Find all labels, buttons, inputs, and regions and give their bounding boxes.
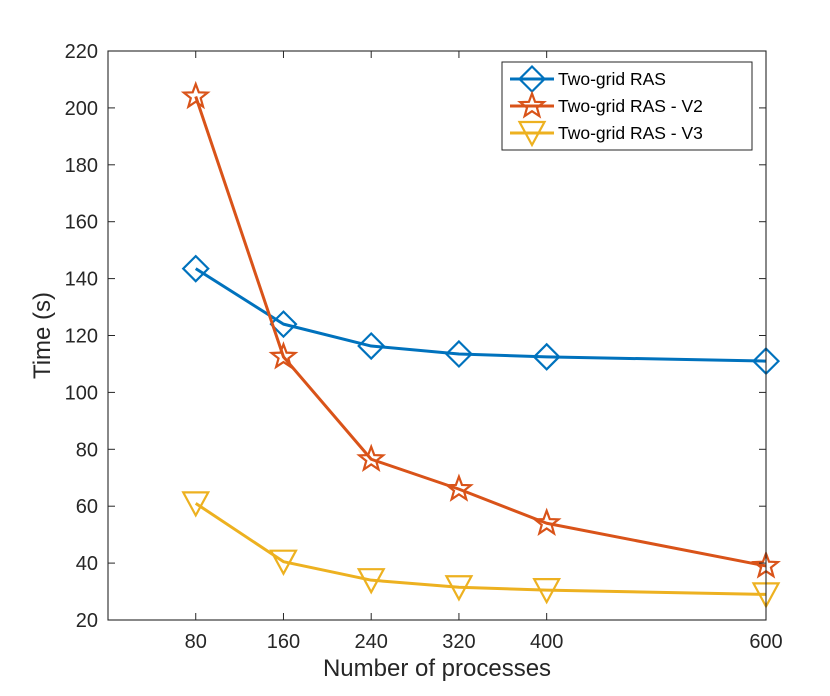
x-tick-label: 160 bbox=[267, 631, 300, 653]
data-point bbox=[269, 549, 298, 576]
y-tick-label: 100 bbox=[65, 382, 98, 404]
y-tick-label: 80 bbox=[76, 439, 98, 461]
x-axis-label: Number of processes bbox=[323, 655, 551, 682]
data-point bbox=[181, 254, 210, 283]
x-tick-label: 400 bbox=[530, 631, 563, 653]
y-tick-label: 200 bbox=[65, 98, 98, 120]
legend-label: Two-grid RAS - V3 bbox=[558, 123, 703, 143]
data-point bbox=[356, 568, 386, 595]
data-point bbox=[269, 310, 298, 339]
data-point bbox=[357, 331, 386, 361]
legend-item: Two-grid RAS - V3 bbox=[510, 120, 703, 148]
legend-marker bbox=[517, 120, 547, 148]
axes bbox=[107, 50, 767, 621]
legend-label: Two-grid RAS bbox=[558, 69, 666, 89]
data-point bbox=[444, 575, 474, 602]
x-tick-label: 600 bbox=[749, 631, 782, 653]
y-tick-label: 140 bbox=[65, 269, 98, 291]
y-tick-label: 220 bbox=[65, 41, 98, 63]
data-point bbox=[444, 339, 473, 369]
data-point bbox=[531, 507, 562, 536]
series-line bbox=[194, 96, 767, 568]
x-tick-label: 320 bbox=[442, 631, 475, 653]
data-point bbox=[180, 80, 211, 110]
legend: Two-grid RAS Two-grid RAS - V2 Two-grid RA… bbox=[501, 61, 753, 151]
data-point bbox=[356, 443, 387, 472]
y-tick-label: 20 bbox=[76, 610, 98, 632]
series-line bbox=[194, 502, 767, 596]
x-tick-label: 80 bbox=[185, 631, 207, 653]
data-point bbox=[532, 578, 562, 605]
y-tick-label: 40 bbox=[76, 553, 98, 575]
y-tick-label: 180 bbox=[65, 155, 98, 177]
legend-marker bbox=[517, 90, 547, 119]
tick-labels: 20 40 60 80 100 120 140 160 180 200 220 80 160 240 320… bbox=[65, 41, 783, 653]
data-point bbox=[532, 342, 561, 371]
series-layer bbox=[180, 80, 781, 609]
x-tick-label: 240 bbox=[355, 631, 388, 653]
y-tick-label: 160 bbox=[65, 212, 98, 234]
y-tick-label: 120 bbox=[65, 326, 98, 348]
legend-label: Two-grid RAS - V2 bbox=[558, 96, 703, 116]
data-point bbox=[181, 491, 211, 518]
legend-item: Two-grid RAS - V2 bbox=[510, 90, 703, 119]
y-axis-label: Time (s) bbox=[29, 292, 56, 379]
data-point bbox=[444, 473, 474, 502]
y-tick-label: 60 bbox=[76, 496, 98, 518]
data-point bbox=[268, 341, 299, 370]
